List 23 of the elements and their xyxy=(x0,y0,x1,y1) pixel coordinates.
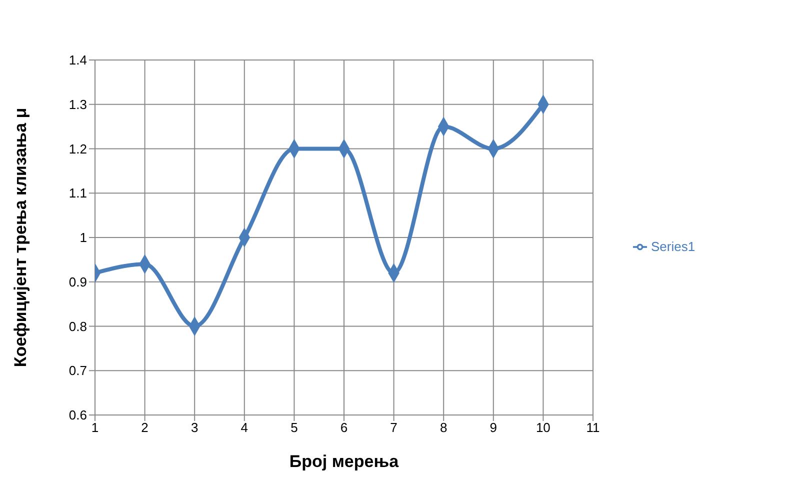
x-tick-label: 11 xyxy=(586,420,600,436)
x-tick-label: 7 xyxy=(390,420,398,436)
y-axis-title: Коефицијент трења клизања μ xyxy=(11,108,30,368)
x-tick-label: 9 xyxy=(490,420,498,436)
legend-label: Series1 xyxy=(651,238,696,254)
x-tick-label: 8 xyxy=(440,420,448,436)
y-tick-label: 1.3 xyxy=(68,96,87,112)
y-tick-label: 1.2 xyxy=(68,141,87,156)
y-tick-label: 0.8 xyxy=(68,318,87,334)
y-tick-label: 1.1 xyxy=(68,186,87,201)
x-tick-label: 5 xyxy=(290,420,298,436)
x-tick-label: 10 xyxy=(536,420,550,436)
y-tick-label: 1.4 xyxy=(68,52,87,68)
y-tick-label: 1 xyxy=(80,230,87,246)
x-tick-label: 2 xyxy=(141,420,148,436)
x-tick-label: 1 xyxy=(91,420,99,436)
y-tick-label: 0.6 xyxy=(68,408,87,423)
x-tick-label: 6 xyxy=(340,420,348,436)
x-tick-label: 4 xyxy=(240,420,248,436)
y-tick-label: 0.9 xyxy=(68,274,87,290)
y-tick-label: 0.7 xyxy=(68,363,87,378)
x-tick-label: 3 xyxy=(190,420,198,436)
x-axis-title: Број мерења xyxy=(289,452,400,471)
